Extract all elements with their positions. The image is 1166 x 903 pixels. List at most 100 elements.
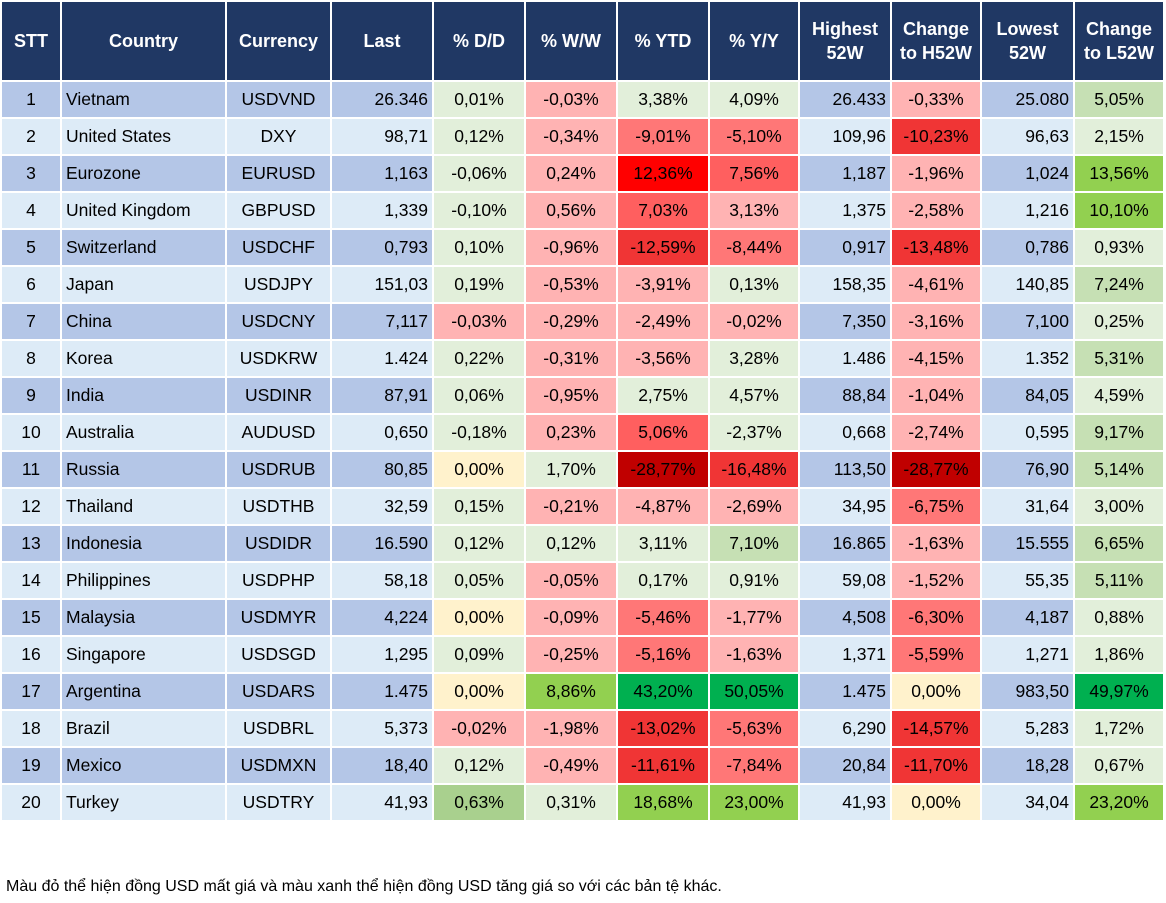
cell-chh: -28,77%: [890, 450, 982, 489]
cell-stt: 3: [0, 154, 62, 193]
cell-high: 1,371: [798, 635, 892, 674]
column-header-yy: % Y/Y: [708, 0, 800, 82]
cell-last: 0,793: [330, 228, 434, 267]
cell-currency: USDARS: [225, 672, 332, 711]
table-row: 4 United Kingdom GBPUSD 1,339 -0,10% 0,56% 7,0…: [0, 191, 1165, 230]
cell-ww: 0,31%: [524, 783, 618, 822]
cell-low: 31,64: [980, 487, 1075, 526]
cell-country: Japan: [60, 265, 227, 304]
cell-yy: -0,02%: [708, 302, 800, 341]
cell-currency: USDSGD: [225, 635, 332, 674]
cell-chh: -4,15%: [890, 339, 982, 378]
cell-ytd: -5,46%: [616, 598, 710, 637]
cell-last: 87,91: [330, 376, 434, 415]
cell-high: 16.865: [798, 524, 892, 563]
cell-stt: 13: [0, 524, 62, 563]
cell-chh: -1,63%: [890, 524, 982, 563]
cell-yy: -5,10%: [708, 117, 800, 156]
cell-dd: 0,00%: [432, 450, 526, 489]
table-row: 20 Turkey USDTRY 41,93 0,63% 0,31% 18,68% 23,00…: [0, 783, 1165, 822]
table-row: 1 Vietnam USDVND 26.346 0,01% -0,03% 3,38% 4,09…: [0, 80, 1165, 119]
cell-country: Thailand: [60, 487, 227, 526]
cell-last: 0,650: [330, 413, 434, 452]
cell-dd: 0,01%: [432, 80, 526, 119]
cell-chh: -1,04%: [890, 376, 982, 415]
table-row: 11 Russia USDRUB 80,85 0,00% 1,70% -28,77% -16,…: [0, 450, 1165, 489]
column-header-chh: Change to H52W: [890, 0, 982, 82]
cell-chl: 0,93%: [1073, 228, 1165, 267]
cell-ww: -0,05%: [524, 561, 618, 600]
cell-chl: 3,00%: [1073, 487, 1165, 526]
cell-currency: USDVND: [225, 80, 332, 119]
cell-last: 32,59: [330, 487, 434, 526]
cell-currency: USDCNY: [225, 302, 332, 341]
cell-high: 7,350: [798, 302, 892, 341]
cell-last: 1.424: [330, 339, 434, 378]
fx-table: STT Country Currency Last% D/D% W/W% YTD% Y…: [0, 0, 1165, 822]
cell-yy: -1,63%: [708, 635, 800, 674]
cell-ww: -1,98%: [524, 709, 618, 748]
cell-stt: 14: [0, 561, 62, 600]
cell-stt: 5: [0, 228, 62, 267]
cell-ytd: 0,17%: [616, 561, 710, 600]
cell-dd: 0,12%: [432, 746, 526, 785]
table-body: 1 Vietnam USDVND 26.346 0,01% -0,03% 3,38% 4,09…: [0, 80, 1165, 822]
cell-high: 113,50: [798, 450, 892, 489]
cell-low: 983,50: [980, 672, 1075, 711]
cell-ytd: -4,87%: [616, 487, 710, 526]
cell-currency: USDTHB: [225, 487, 332, 526]
cell-country: China: [60, 302, 227, 341]
cell-chh: -3,16%: [890, 302, 982, 341]
cell-currency: USDINR: [225, 376, 332, 415]
cell-stt: 18: [0, 709, 62, 748]
cell-dd: 0,19%: [432, 265, 526, 304]
cell-low: 84,05: [980, 376, 1075, 415]
cell-chl: 0,25%: [1073, 302, 1165, 341]
cell-low: 4,187: [980, 598, 1075, 637]
cell-ww: 0,56%: [524, 191, 618, 230]
cell-high: 6,290: [798, 709, 892, 748]
cell-ww: -0,31%: [524, 339, 618, 378]
cell-ww: -0,95%: [524, 376, 618, 415]
cell-currency: USDKRW: [225, 339, 332, 378]
cell-chl: 5,11%: [1073, 561, 1165, 600]
cell-yy: -8,44%: [708, 228, 800, 267]
cell-last: 7,117: [330, 302, 434, 341]
table-row: 10 Australia AUDUSD 0,650 -0,18% 0,23% 5,06% -2…: [0, 413, 1165, 452]
cell-chl: 9,17%: [1073, 413, 1165, 452]
cell-ytd: -12,59%: [616, 228, 710, 267]
cell-chl: 10,10%: [1073, 191, 1165, 230]
cell-ww: 0,24%: [524, 154, 618, 193]
cell-low: 0,786: [980, 228, 1075, 267]
cell-ww: 0,23%: [524, 413, 618, 452]
cell-currency: GBPUSD: [225, 191, 332, 230]
cell-yy: 3,28%: [708, 339, 800, 378]
cell-yy: -7,84%: [708, 746, 800, 785]
cell-chl: 1,86%: [1073, 635, 1165, 674]
cell-chh: -4,61%: [890, 265, 982, 304]
cell-chh: -2,58%: [890, 191, 982, 230]
cell-dd: -0,10%: [432, 191, 526, 230]
cell-last: 1,295: [330, 635, 434, 674]
cell-dd: 0,63%: [432, 783, 526, 822]
cell-ytd: 3,38%: [616, 80, 710, 119]
table-row: 17 Argentina USDARS 1.475 0,00% 8,86% 43,20% 50…: [0, 672, 1165, 711]
cell-yy: 7,56%: [708, 154, 800, 193]
cell-ytd: 43,20%: [616, 672, 710, 711]
cell-yy: 0,91%: [708, 561, 800, 600]
cell-low: 76,90: [980, 450, 1075, 489]
cell-stt: 11: [0, 450, 62, 489]
cell-currency: USDRUB: [225, 450, 332, 489]
cell-low: 140,85: [980, 265, 1075, 304]
cell-country: United States: [60, 117, 227, 156]
cell-ww: -0,34%: [524, 117, 618, 156]
cell-dd: 0,00%: [432, 598, 526, 637]
cell-low: 1,271: [980, 635, 1075, 674]
cell-chh: -10,23%: [890, 117, 982, 156]
table-row: 14 Philippines USDPHP 58,18 0,05% -0,05% 0,17%…: [0, 561, 1165, 600]
cell-low: 1,216: [980, 191, 1075, 230]
cell-stt: 7: [0, 302, 62, 341]
cell-country: Indonesia: [60, 524, 227, 563]
cell-currency: USDBRL: [225, 709, 332, 748]
cell-high: 41,93: [798, 783, 892, 822]
